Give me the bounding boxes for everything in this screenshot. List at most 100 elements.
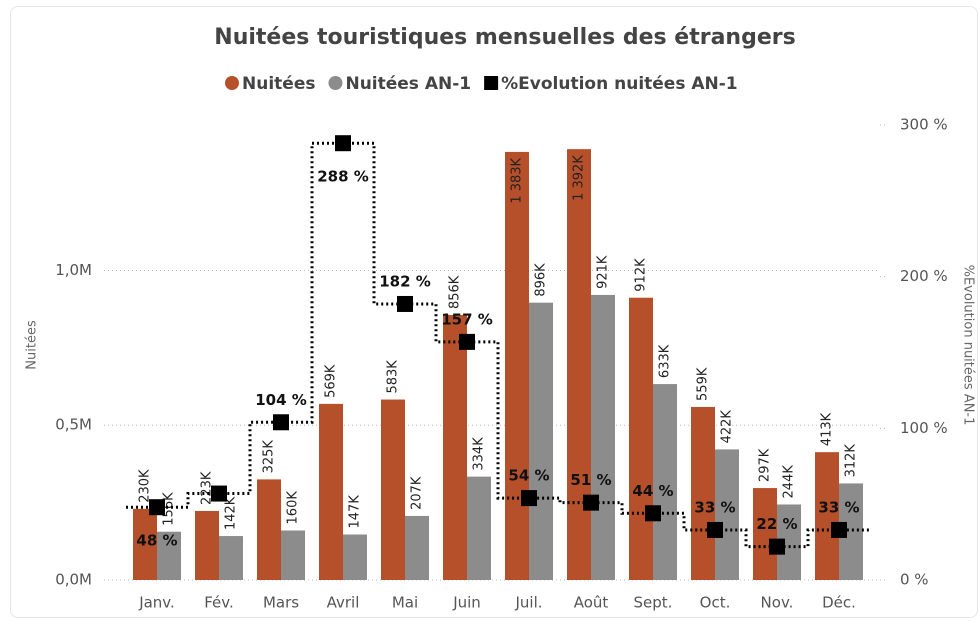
y2-tick-label: 200 % — [900, 267, 948, 285]
marker — [521, 490, 537, 507]
data-label: 1 383K — [510, 157, 525, 203]
data-label: 244K — [782, 465, 797, 499]
data-label: 147K — [348, 495, 363, 529]
data-label: 325K — [262, 440, 277, 474]
y2-axis-label: %Evolution nuitées AN-1 — [961, 265, 976, 426]
x-tick-label: Oct. — [700, 594, 731, 612]
marker — [459, 333, 475, 350]
data-label: 160K — [286, 491, 301, 525]
bar — [815, 452, 839, 580]
data-label: 297K — [758, 448, 773, 482]
data-label: 856K — [448, 275, 463, 309]
bar — [133, 508, 157, 580]
bar — [257, 479, 281, 580]
step-line — [126, 141, 870, 549]
bar — [319, 403, 343, 580]
marker — [831, 521, 847, 538]
bar — [405, 515, 429, 580]
y-axis-label: Nuitées — [25, 320, 40, 370]
data-label: 921K — [596, 255, 611, 289]
data-label: 288 % — [317, 168, 369, 186]
marker — [583, 494, 599, 511]
data-label: 104 % — [255, 391, 307, 409]
data-label: 230K — [138, 469, 153, 503]
data-label: 413K — [820, 412, 835, 446]
legend-swatch — [225, 76, 239, 90]
marker — [149, 499, 165, 516]
data-label: 896K — [534, 263, 549, 297]
data-label: 33 % — [818, 498, 859, 516]
legend-label: %Evolution nuitées AN-1 — [501, 74, 738, 94]
x-tick-label: Juil. — [514, 594, 542, 612]
y-tick-label: 1,0M — [55, 261, 92, 279]
bar — [715, 449, 739, 580]
marker — [211, 485, 227, 502]
data-label: 569K — [324, 364, 339, 398]
data-label: 422K — [720, 410, 735, 444]
x-tick-label: Mars — [263, 594, 299, 612]
x-tick-label: Avril — [327, 594, 360, 612]
x-tick-label: Mai — [392, 594, 418, 612]
legend-swatch — [328, 76, 343, 90]
y2-tick-label: 300 % — [900, 116, 948, 134]
data-label: 1 392K — [572, 155, 587, 201]
marker — [645, 505, 661, 522]
data-label: 22 % — [756, 515, 797, 533]
bar — [281, 530, 305, 580]
bar — [443, 315, 467, 580]
data-label: 633K — [658, 344, 673, 378]
data-label: 207K — [410, 476, 425, 510]
data-label: 157 % — [441, 310, 493, 328]
marker — [707, 521, 723, 538]
data-label: 559K — [696, 367, 711, 401]
x-tick-label: Janv. — [138, 594, 175, 612]
marker — [273, 414, 289, 431]
x-tick-label: Sept. — [634, 594, 673, 612]
y2-tick-label: 0 % — [900, 571, 929, 589]
data-label: 223K — [200, 471, 215, 505]
data-label: 334K — [472, 437, 487, 471]
bar — [381, 399, 405, 580]
bar — [219, 536, 243, 580]
marker — [335, 135, 351, 152]
x-tick-label: Juin — [452, 594, 481, 612]
x-tick-label: Nov. — [761, 594, 794, 612]
chart-title: Nuitées touristiques mensuelles des étra… — [214, 25, 795, 50]
data-label: 583K — [386, 360, 401, 394]
data-label: 312K — [844, 444, 859, 478]
data-label: 48 % — [136, 532, 177, 550]
data-label: 156K — [162, 492, 177, 526]
legend-label: Nuitées AN-1 — [345, 74, 471, 94]
marker — [397, 295, 413, 312]
y2-tick-label: 100 % — [900, 419, 948, 437]
y-tick-label: 0,0M — [55, 571, 92, 589]
bar — [629, 297, 653, 580]
marker — [769, 538, 785, 555]
bar — [505, 151, 529, 580]
bar — [157, 531, 181, 580]
y-tick-label: 0,5M — [55, 416, 92, 434]
data-label: 51 % — [570, 471, 611, 489]
bar — [691, 406, 715, 580]
bar — [653, 384, 677, 580]
bar — [529, 302, 553, 580]
data-label: 182 % — [379, 272, 431, 290]
bar — [195, 510, 219, 580]
bar — [591, 294, 615, 580]
x-tick-label: Août — [574, 594, 609, 612]
card — [10, 6, 978, 618]
data-label: 142K — [224, 496, 239, 530]
data-label: 54 % — [508, 467, 549, 485]
legend-swatch — [484, 76, 499, 90]
bar — [753, 488, 777, 580]
x-tick-label: Fév. — [204, 594, 234, 612]
bar — [567, 149, 591, 580]
legend-label: Nuitées — [242, 74, 315, 94]
data-label: 44 % — [632, 482, 673, 500]
data-label: 33 % — [694, 498, 735, 516]
bar — [467, 476, 491, 580]
x-tick-label: Déc. — [822, 594, 856, 612]
data-label: 912K — [634, 258, 649, 292]
